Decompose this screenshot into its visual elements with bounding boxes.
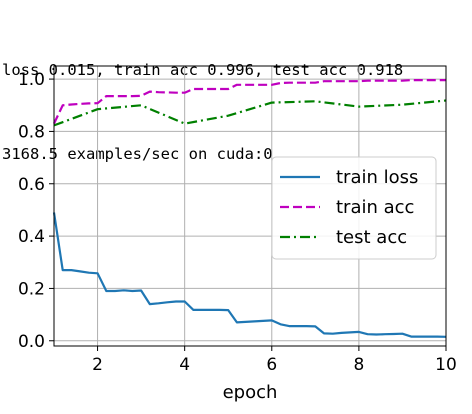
y-tick-label: 0.0 <box>18 332 45 352</box>
x-tick-label: 2 <box>92 355 103 375</box>
y-tick-label: 0.6 <box>18 175 45 195</box>
legend-label: test acc <box>336 227 407 248</box>
y-tick-label: 1.0 <box>18 70 45 90</box>
x-tick-label: 4 <box>179 355 190 375</box>
legend-box <box>271 156 437 260</box>
y-tick-label: 0.4 <box>18 227 45 247</box>
y-tick-label: 0.8 <box>18 122 45 142</box>
legend-label: train acc <box>336 197 414 218</box>
y-tick-label: 0.2 <box>18 279 45 299</box>
plot-frame <box>53 65 447 347</box>
series-group <box>52 78 447 338</box>
x-tick-label: 6 <box>266 355 277 375</box>
x-axis-label: epoch <box>223 382 278 403</box>
series-line-train-acc <box>53 78 446 125</box>
legend-label: train loss <box>336 167 418 188</box>
legend: train loss train acc test acc <box>271 156 437 260</box>
series-line-train-loss <box>52 212 447 338</box>
x-tick-label: 10 <box>435 355 457 375</box>
x-tick-label: 8 <box>353 355 364 375</box>
series-line-test-acc <box>53 99 447 127</box>
ticks: 2 4 6 8 10 0.0 0.2 0.4 0.6 0.8 1.0 <box>18 70 457 375</box>
throughput-line: 3168.5 examples/sec on cuda:0 <box>2 145 273 163</box>
